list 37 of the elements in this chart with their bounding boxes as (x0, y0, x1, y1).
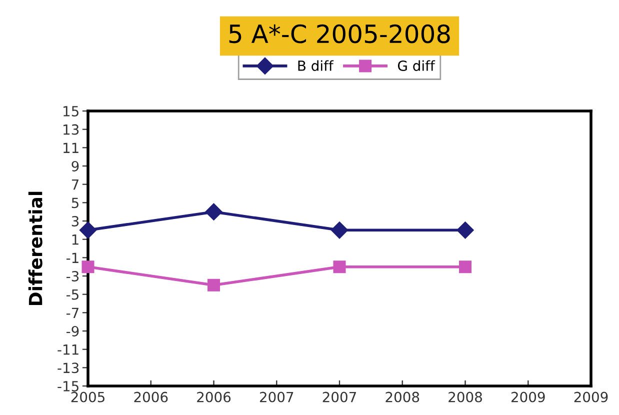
y-tick-label: 15 (64, 106, 78, 116)
point (79, 222, 97, 239)
legend-label: B diff (298, 60, 334, 71)
point (208, 278, 220, 292)
y-tick-label: -9 (66, 326, 79, 336)
y-tick-label: -1 (66, 252, 78, 263)
y-axis-title: Differential (28, 192, 42, 306)
x-tick-label: 2006 (134, 392, 168, 402)
y-tick-label: 11 (64, 142, 78, 153)
x-tick-label: 2007 (260, 392, 294, 402)
point (333, 260, 346, 274)
x-tick-label: 2009 (574, 392, 608, 402)
y-tick-label: -3 (66, 270, 79, 282)
y-tick-label: 7 (72, 179, 78, 190)
y-tick-label: 1 (72, 234, 78, 245)
y-tick-label: -11 (58, 344, 78, 355)
y-tick-label: -13 (58, 362, 79, 374)
point (82, 260, 94, 274)
point (205, 203, 222, 220)
y-tick-label: -7 (66, 308, 78, 318)
point (459, 260, 472, 274)
x-tick-label: 2009 (511, 392, 545, 402)
x-tick-label: 2005 (71, 392, 104, 402)
chart-title: 5 A*-C 2005-2008 (229, 24, 450, 44)
y-tick-label: -15 (58, 381, 78, 392)
y-tick-label: 13 (64, 124, 79, 135)
y-tick-label: -5 (66, 289, 78, 300)
legend-label: G diff (398, 60, 436, 71)
y-tick-label: 9 (72, 160, 79, 172)
point (330, 222, 348, 239)
x-tick-label: 2008 (386, 392, 420, 402)
y-tick-label: 3 (72, 216, 79, 226)
x-tick-label: 2008 (448, 392, 482, 402)
y-tick-label: 5 (72, 198, 78, 208)
x-tick-label: 2007 (322, 392, 356, 402)
point (456, 222, 474, 239)
x-tick-label: 2006 (197, 392, 231, 402)
